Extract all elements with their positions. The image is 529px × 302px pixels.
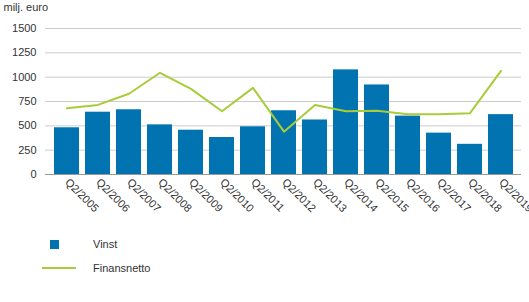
- svg-text:Q2/2018: Q2/2018: [466, 175, 505, 215]
- html-text:Vinst: Vinst: [93, 238, 118, 250]
- svg-text:Q2/2005: Q2/2005: [63, 175, 102, 215]
- svg-text:Q2/2019: Q2/2019: [497, 176, 529, 214]
- svg-text:1250: 1250: [12, 46, 36, 58]
- svg-text:0: 0: [30, 168, 36, 180]
- svg-text:Q2/2016: Q2/2016: [404, 175, 443, 215]
- svg-text:Q2/2009: Q2/2009: [187, 175, 226, 215]
- svg-text:750: 750: [18, 95, 36, 107]
- svg-text:500: 500: [18, 119, 36, 131]
- svg-text:Q2/2008: Q2/2008: [156, 175, 195, 215]
- svg-text:milj. euro: milj. euro: [4, 1, 49, 13]
- svg-text:Q2/2011: Q2/2011: [249, 176, 287, 214]
- svg-text:Q2/2010: Q2/2010: [218, 175, 257, 215]
- svg-text:Q2/2013: Q2/2013: [311, 175, 350, 215]
- svg-text:Q2/2006: Q2/2006: [94, 175, 133, 215]
- svg-text:Q2/2017: Q2/2017: [435, 175, 474, 215]
- svg-text:1500: 1500: [12, 22, 36, 34]
- svg-text:1000: 1000: [12, 71, 36, 83]
- svg-text:Q2/2014: Q2/2014: [342, 175, 381, 215]
- svg-text:Q2/2015: Q2/2015: [373, 175, 412, 215]
- svg-text:Q2/2007: Q2/2007: [125, 175, 164, 215]
- svg-text:250: 250: [18, 144, 36, 156]
- svg-text:Q2/2012: Q2/2012: [280, 175, 319, 215]
- html-text:Finansnetto: Finansnetto: [93, 262, 151, 274]
